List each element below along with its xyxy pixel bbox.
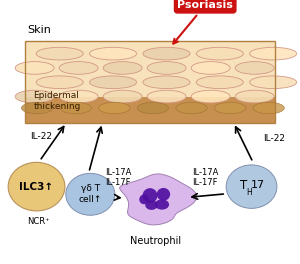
Ellipse shape [191,90,230,103]
Ellipse shape [36,76,83,89]
Circle shape [8,162,65,211]
Text: T: T [240,179,248,192]
Ellipse shape [157,188,170,201]
Ellipse shape [147,62,186,74]
Text: IL-17A
IL-17F: IL-17A IL-17F [192,168,218,187]
Ellipse shape [142,188,158,203]
Ellipse shape [191,62,230,74]
Text: IL-17A
IL-17F: IL-17A IL-17F [105,168,131,187]
Ellipse shape [143,76,190,89]
Ellipse shape [253,102,284,114]
Text: NCR⁺: NCR⁺ [27,217,49,226]
Bar [25,41,275,98]
Ellipse shape [235,62,274,74]
Ellipse shape [36,47,83,60]
Text: 17: 17 [251,180,265,190]
Ellipse shape [137,102,169,114]
Text: Psoriasis: Psoriasis [173,0,233,44]
Text: H: H [247,188,252,197]
Text: γδ T
cell↑: γδ T cell↑ [79,184,102,204]
Text: IL-22: IL-22 [263,134,285,143]
Ellipse shape [250,47,297,60]
Ellipse shape [147,90,186,103]
Ellipse shape [59,62,98,74]
Ellipse shape [235,90,274,103]
Text: Neutrophil: Neutrophil [130,237,182,247]
Circle shape [226,165,277,208]
Ellipse shape [21,102,53,114]
Ellipse shape [196,76,243,89]
Ellipse shape [139,195,149,204]
Polygon shape [120,174,197,225]
Bar [25,41,275,123]
Ellipse shape [214,102,246,114]
Text: Epidermal
thickening: Epidermal thickening [34,91,81,111]
Ellipse shape [90,47,136,60]
Text: IL-22: IL-22 [30,132,52,141]
Ellipse shape [250,76,297,89]
Ellipse shape [59,90,98,103]
Ellipse shape [90,76,136,89]
Ellipse shape [60,102,92,114]
Text: ILC3↑: ILC3↑ [20,182,54,192]
Text: Skin: Skin [28,25,51,35]
Ellipse shape [103,62,142,74]
Ellipse shape [99,102,130,114]
Ellipse shape [196,47,243,60]
Ellipse shape [145,200,158,210]
Ellipse shape [103,90,142,103]
Circle shape [66,173,115,215]
Ellipse shape [15,62,54,74]
Bar [25,97,275,123]
Ellipse shape [176,102,207,114]
Ellipse shape [15,90,54,103]
Ellipse shape [143,47,190,60]
Ellipse shape [155,199,169,210]
